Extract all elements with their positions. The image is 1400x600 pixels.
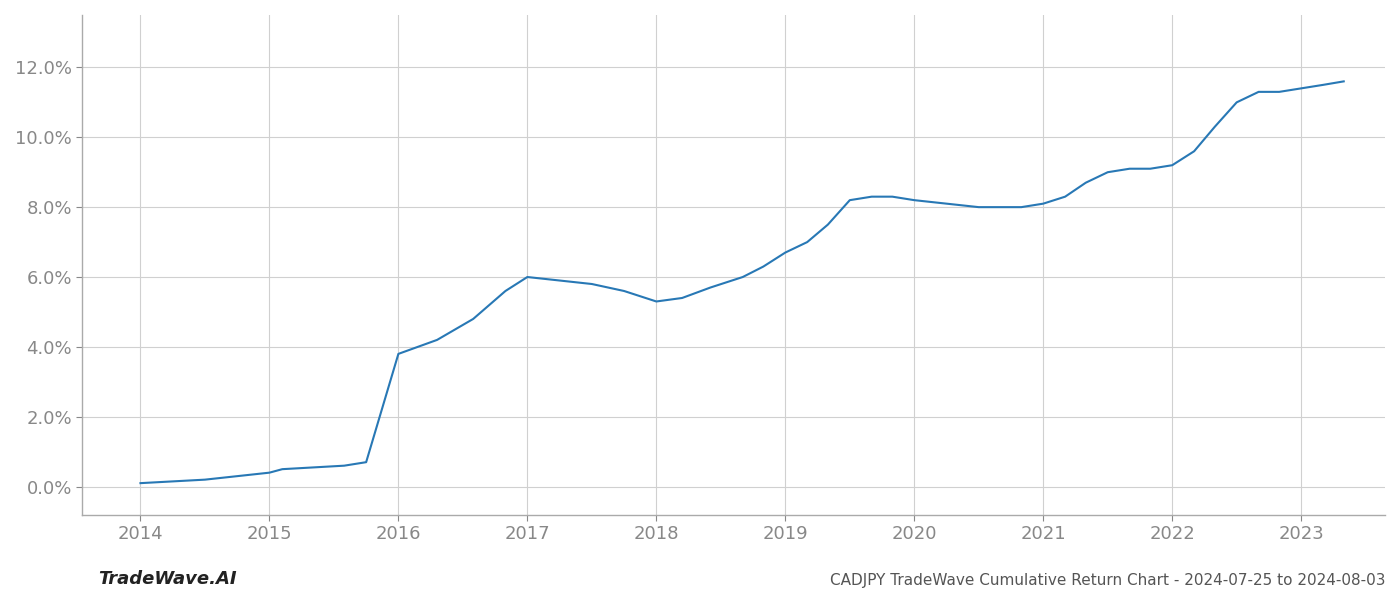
Text: CADJPY TradeWave Cumulative Return Chart - 2024-07-25 to 2024-08-03: CADJPY TradeWave Cumulative Return Chart… — [830, 573, 1386, 588]
Text: TradeWave.AI: TradeWave.AI — [98, 570, 237, 588]
